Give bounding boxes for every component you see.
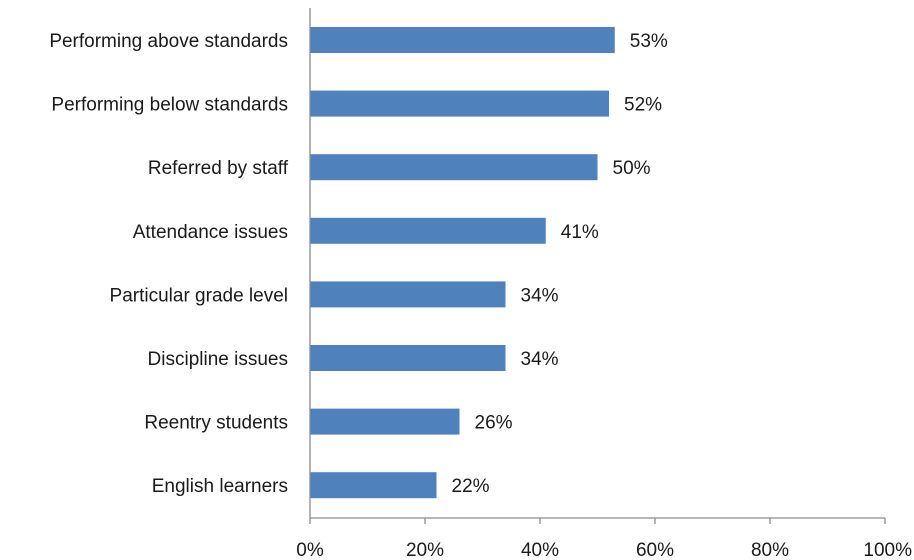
category-label: Performing above standards: [49, 31, 288, 52]
value-labels-layer: 53% 52% 50% 41% 34% 34% 26% 22%: [452, 31, 668, 497]
category-label: Discipline issues: [148, 349, 288, 370]
bar: [310, 154, 598, 181]
x-tick-label: 100%: [863, 540, 912, 560]
data-label: 22%: [452, 476, 490, 497]
data-label: 50%: [613, 158, 651, 179]
bar: [310, 217, 546, 244]
data-label: 34%: [521, 285, 559, 306]
data-label: 41%: [561, 222, 599, 243]
category-label: Performing below standards: [51, 95, 288, 116]
bar: [310, 472, 437, 499]
bar: [310, 408, 460, 435]
x-ticks-layer: 0% 20% 40% 60% 80% 100%: [296, 518, 912, 560]
category-label: English learners: [152, 476, 288, 497]
bar: [310, 90, 609, 117]
data-label: 52%: [624, 95, 662, 116]
data-label: 34%: [521, 349, 559, 370]
bar: [310, 27, 615, 53]
x-tick-label: 0%: [296, 540, 324, 560]
x-tick-label: 40%: [521, 540, 559, 560]
bars-layer: [310, 27, 615, 499]
data-label: 53%: [630, 31, 668, 52]
category-label: Referred by staff: [148, 158, 289, 179]
x-tick-label: 80%: [751, 540, 789, 560]
x-tick-label: 20%: [406, 540, 444, 560]
axes-layer: [309, 8, 885, 519]
bar: [310, 281, 506, 308]
bar: [310, 345, 506, 371]
category-label: Reentry students: [144, 413, 288, 434]
category-label: Attendance issues: [133, 222, 288, 243]
category-labels-layer: Performing above standards Performing bel…: [49, 31, 288, 497]
x-tick-label: 60%: [636, 540, 674, 560]
category-label: Particular grade level: [110, 285, 288, 306]
data-label: 26%: [475, 413, 513, 434]
